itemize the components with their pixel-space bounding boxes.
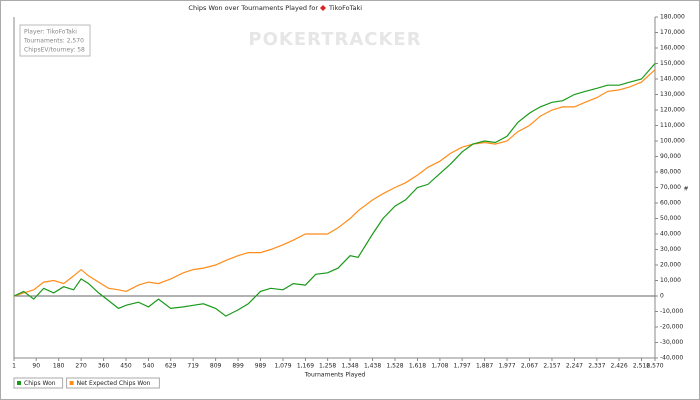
x-tick-label: 989 [255, 363, 267, 370]
x-tick-label: 1,977 [498, 363, 515, 370]
x-tick-label: 1,708 [431, 363, 448, 370]
info-line: Tournaments: 2,570 [23, 38, 84, 45]
x-tick-label: 270 [75, 363, 87, 370]
y-tick-label: 130,000 [660, 91, 685, 98]
y-tick-label: -10,000 [660, 308, 683, 315]
x-axis-label: Tournaments Played [304, 372, 366, 379]
x-tick-label: 899 [232, 363, 244, 370]
legend-box [66, 377, 160, 389]
y-tick-label: 20,000 [660, 262, 681, 269]
x-tick-label: 1,348 [342, 363, 359, 370]
y-tick-label: 70,000 [660, 184, 681, 191]
x-tick-label: 2,570 [646, 363, 663, 370]
legend-swatch [69, 381, 74, 385]
info-box [19, 24, 91, 57]
y-tick-label: 10,000 [660, 277, 681, 284]
x-tick-label: 1,079 [274, 363, 291, 370]
y-tick-label: -30,000 [660, 339, 683, 346]
x-tick-label: 1,438 [364, 363, 381, 370]
x-tick-label: 1,169 [297, 363, 314, 370]
y-tick-label: 90,000 [660, 153, 681, 160]
watermark: POKERTRACKER [248, 29, 421, 50]
info-line: Player: TikoFoTaki [24, 29, 77, 36]
y-tick-label: 0 [660, 293, 664, 300]
x-tick-label: 1,258 [319, 363, 336, 370]
x-tick-label: 180 [53, 363, 65, 370]
x-tick-label: 1,528 [386, 363, 403, 370]
info-line: ChipsEV/tourney: 58 [24, 47, 85, 54]
y-tick-label: 110,000 [660, 122, 685, 129]
legend-label: Net Expected Chips Won [77, 380, 151, 387]
x-tick-label: 1,887 [476, 363, 493, 370]
y-axis-label: # [683, 186, 688, 193]
player-name: TikoFoTaki [328, 4, 362, 12]
x-tick-label: 2,516 [633, 363, 650, 370]
x-tick-label: 2,247 [566, 363, 583, 370]
y-tick-label: 80,000 [660, 169, 681, 176]
x-tick-label: 540 [143, 363, 155, 370]
legend-label: Chips Won [24, 380, 56, 387]
x-tick-label: 1,797 [454, 363, 471, 370]
x-tick-label: 360 [98, 363, 110, 370]
y-tick-label: 180,000 [660, 14, 685, 21]
x-tick-label: 2,426 [610, 363, 627, 370]
x-tick-label: 1,618 [409, 363, 426, 370]
y-tick-label: 140,000 [660, 76, 685, 83]
x-tick-label: 1 [12, 363, 16, 370]
y-tick-label: -20,000 [660, 324, 683, 331]
y-tick-label: 30,000 [660, 246, 681, 253]
x-tick-label: 809 [210, 363, 222, 370]
y-tick-label: 100,000 [660, 138, 685, 145]
y-tick-label: 60,000 [660, 200, 681, 207]
x-tick-label: 2,067 [521, 363, 538, 370]
y-tick-label: 50,000 [660, 215, 681, 222]
legend-swatch [17, 381, 21, 385]
y-tick-label: -40,000 [660, 355, 683, 362]
y-tick-label: 160,000 [660, 45, 685, 52]
y-tick-label: 170,000 [660, 29, 685, 36]
x-tick-label: 450 [120, 363, 132, 370]
series-line [13, 69, 656, 297]
chart-title: Chips Won over Tournaments Played for [188, 4, 318, 12]
x-tick-label: 629 [165, 363, 177, 370]
player-icon [320, 5, 326, 11]
legend-box [13, 377, 64, 389]
x-tick-label: 719 [187, 363, 199, 370]
y-tick-label: 40,000 [660, 231, 681, 238]
x-tick-label: 90 [32, 363, 40, 370]
x-tick-label: 2,157 [543, 363, 560, 370]
y-tick-label: 150,000 [660, 60, 685, 67]
series-line [13, 63, 656, 317]
y-tick-label: 120,000 [660, 107, 685, 114]
x-tick-label: 2,337 [588, 363, 605, 370]
